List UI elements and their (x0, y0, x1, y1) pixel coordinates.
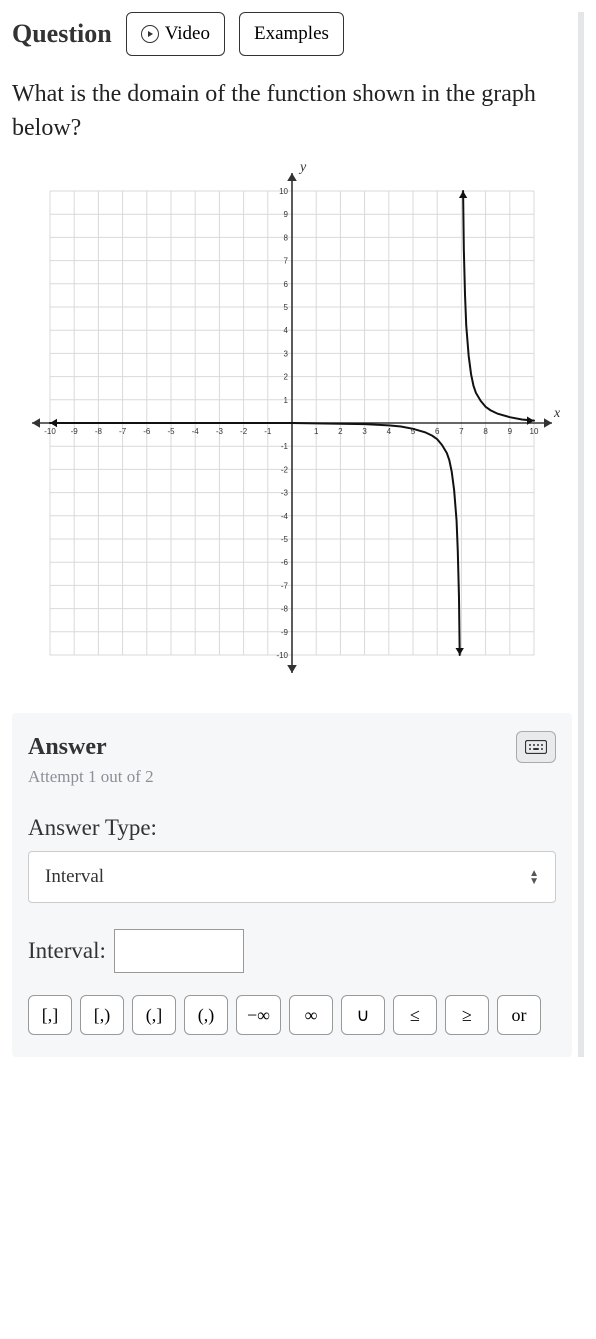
svg-text:6: 6 (435, 427, 440, 436)
symbol-button-2[interactable]: (,] (132, 995, 176, 1035)
video-button-label: Video (165, 23, 210, 45)
symbol-button-6[interactable]: ∪ (341, 995, 385, 1035)
svg-text:2: 2 (284, 373, 289, 382)
svg-text:1: 1 (314, 427, 319, 436)
symbol-button-8[interactable]: ≥ (445, 995, 489, 1035)
answer-type-label: Answer Type: (28, 815, 556, 841)
keyboard-button[interactable] (516, 731, 556, 763)
header: Question Video Examples (12, 12, 572, 56)
symbol-button-4[interactable]: −∞ (236, 995, 281, 1035)
svg-text:-3: -3 (281, 489, 289, 498)
symbol-button-5[interactable]: ∞ (289, 995, 333, 1035)
svg-text:7: 7 (284, 257, 289, 266)
attempt-text: Attempt 1 out of 2 (28, 767, 556, 787)
svg-text:3: 3 (284, 350, 289, 359)
svg-text:-5: -5 (167, 427, 175, 436)
svg-text:3: 3 (362, 427, 367, 436)
svg-text:9: 9 (508, 427, 513, 436)
svg-text:10: 10 (279, 187, 288, 196)
symbol-button-7[interactable]: ≤ (393, 995, 437, 1035)
svg-text:-6: -6 (281, 558, 289, 567)
answer-type-value: Interval (45, 866, 104, 888)
examples-button-label: Examples (254, 23, 329, 45)
question-prompt: What is the domain of the function shown… (12, 78, 572, 145)
answer-heading: Answer (28, 734, 107, 761)
svg-text:-10: -10 (276, 651, 288, 660)
play-icon (141, 25, 159, 43)
svg-text:x: x (553, 406, 561, 421)
svg-text:-8: -8 (281, 605, 289, 614)
svg-text:-9: -9 (281, 628, 289, 637)
svg-text:4: 4 (284, 326, 289, 335)
svg-text:7: 7 (459, 427, 464, 436)
svg-text:-4: -4 (192, 427, 200, 436)
interval-input[interactable] (114, 929, 244, 973)
svg-text:10: 10 (530, 427, 539, 436)
svg-text:-4: -4 (281, 512, 289, 521)
answer-section: Answer Attempt 1 out of 2 Answer Type: I… (12, 713, 572, 1057)
svg-text:-3: -3 (216, 427, 224, 436)
svg-text:y: y (298, 163, 307, 175)
svg-text:-2: -2 (240, 427, 248, 436)
svg-text:-1: -1 (264, 427, 272, 436)
svg-text:-6: -6 (143, 427, 151, 436)
interval-label: Interval: (28, 938, 106, 964)
chevron-updown-icon: ▲▼ (529, 870, 539, 885)
examples-button[interactable]: Examples (239, 12, 344, 56)
svg-text:-5: -5 (281, 535, 289, 544)
function-graph: x y -10 -9 -8 -7 -6 -5 -4 -3 -2 -1 1 2 3 4 5 6 7 8 9 10 -10 -9 -… (22, 163, 562, 683)
svg-text:1: 1 (284, 396, 289, 405)
svg-text:-9: -9 (71, 427, 79, 436)
svg-text:4: 4 (387, 427, 392, 436)
symbol-button-1[interactable]: [,) (80, 995, 124, 1035)
symbol-button-9[interactable]: or (497, 995, 541, 1035)
svg-text:-8: -8 (95, 427, 103, 436)
svg-text:2: 2 (338, 427, 343, 436)
question-heading: Question (12, 19, 112, 49)
keyboard-icon (525, 740, 547, 754)
svg-text:5: 5 (284, 303, 289, 312)
svg-text:8: 8 (483, 427, 488, 436)
svg-text:9: 9 (284, 210, 289, 219)
svg-text:-10: -10 (44, 427, 56, 436)
svg-text:-7: -7 (119, 427, 127, 436)
answer-type-select[interactable]: Interval ▲▼ (28, 851, 556, 903)
symbol-button-0[interactable]: [,] (28, 995, 72, 1035)
video-button[interactable]: Video (126, 12, 225, 56)
svg-text:-7: -7 (281, 582, 289, 591)
svg-text:8: 8 (284, 234, 289, 243)
svg-text:6: 6 (284, 280, 289, 289)
graph-container: x y -10 -9 -8 -7 -6 -5 -4 -3 -2 -1 1 2 3 4 5 6 7 8 9 10 -10 -9 -… (12, 163, 572, 683)
symbol-buttons-row: [,][,)(,](,)−∞∞∪≤≥or (28, 995, 556, 1035)
svg-text:-1: -1 (281, 442, 289, 451)
symbol-button-3[interactable]: (,) (184, 995, 228, 1035)
svg-text:-2: -2 (281, 466, 289, 475)
